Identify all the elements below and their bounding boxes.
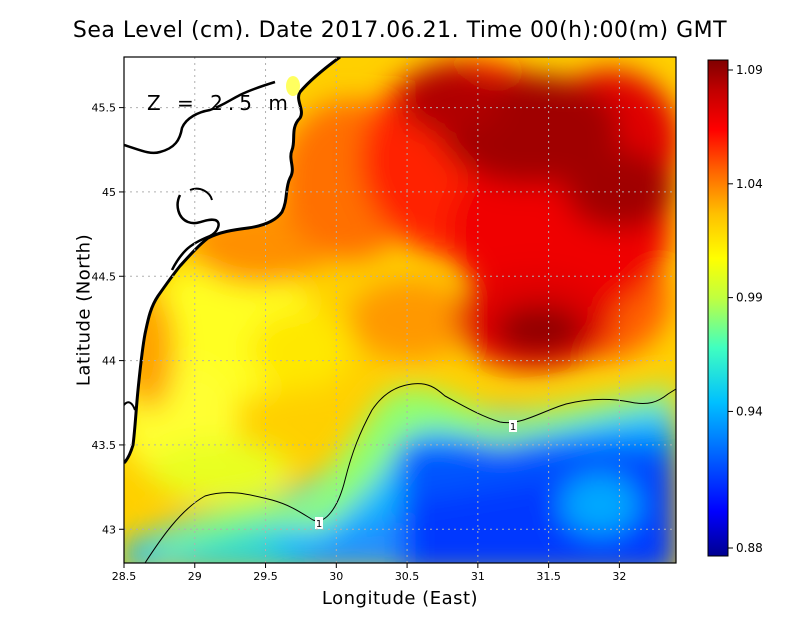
contour-label-bg [315,517,323,529]
y-tick-label: 45 [102,186,116,199]
x-axis: 28.5 29 29.5 30 30.5 31 31.5 32 [112,563,626,583]
colorbar-tick-label: 0.88 [736,541,763,555]
lagoon-outline [170,194,220,271]
depth-label: Z = 2.5 m [147,91,293,115]
x-tick-label: 32 [612,570,626,583]
contour-label: 1 [510,422,516,433]
y-axis-label: Latitude (North) [73,233,95,387]
lagoon-outline [124,401,136,411]
lagoon-outline [189,187,213,201]
colorbar-tick-label: 1.09 [736,63,763,77]
y-tick-label: 44.5 [92,270,117,283]
coastline [124,57,341,465]
sea-level-field [124,57,676,563]
y-tick-label: 43 [102,523,116,536]
colorbar-tick-label: 0.94 [736,404,763,418]
colorbar-tick-label: 1.04 [736,177,763,191]
y-tick-label: 44 [102,355,116,368]
map-grid [124,57,676,563]
x-tick-label: 30.5 [395,570,420,583]
y-axis: 43 43.5 44 44.5 45 45.5 [92,102,124,536]
x-tick-label: 31 [471,570,485,583]
x-tick-label: 29 [188,570,202,583]
land-area [124,57,340,463]
plot-frame [123,56,677,564]
inlet-land [286,76,300,96]
colorbar [707,59,729,557]
map-title: Sea Level (cm). Date 2017.06.21. Time 00… [72,18,728,43]
x-tick-label: 29.5 [253,570,278,583]
x-tick-label: 30 [329,570,343,583]
x-axis-label: Longitude (East) [321,588,479,609]
contour-label: 1 [316,519,322,530]
contour-line-1 [144,383,677,564]
lagoon-outline [124,80,276,155]
y-tick-label: 43.5 [92,439,117,452]
colorbar-ticks: 0.88 0.94 0.99 1.04 1.09 [728,63,763,555]
y-tick-label: 45.5 [92,102,117,115]
x-tick-label: 31.5 [536,570,561,583]
x-tick-label: 28.5 [112,570,137,583]
contour-label-bg [509,420,517,432]
colorbar-tick-label: 0.99 [736,291,763,305]
